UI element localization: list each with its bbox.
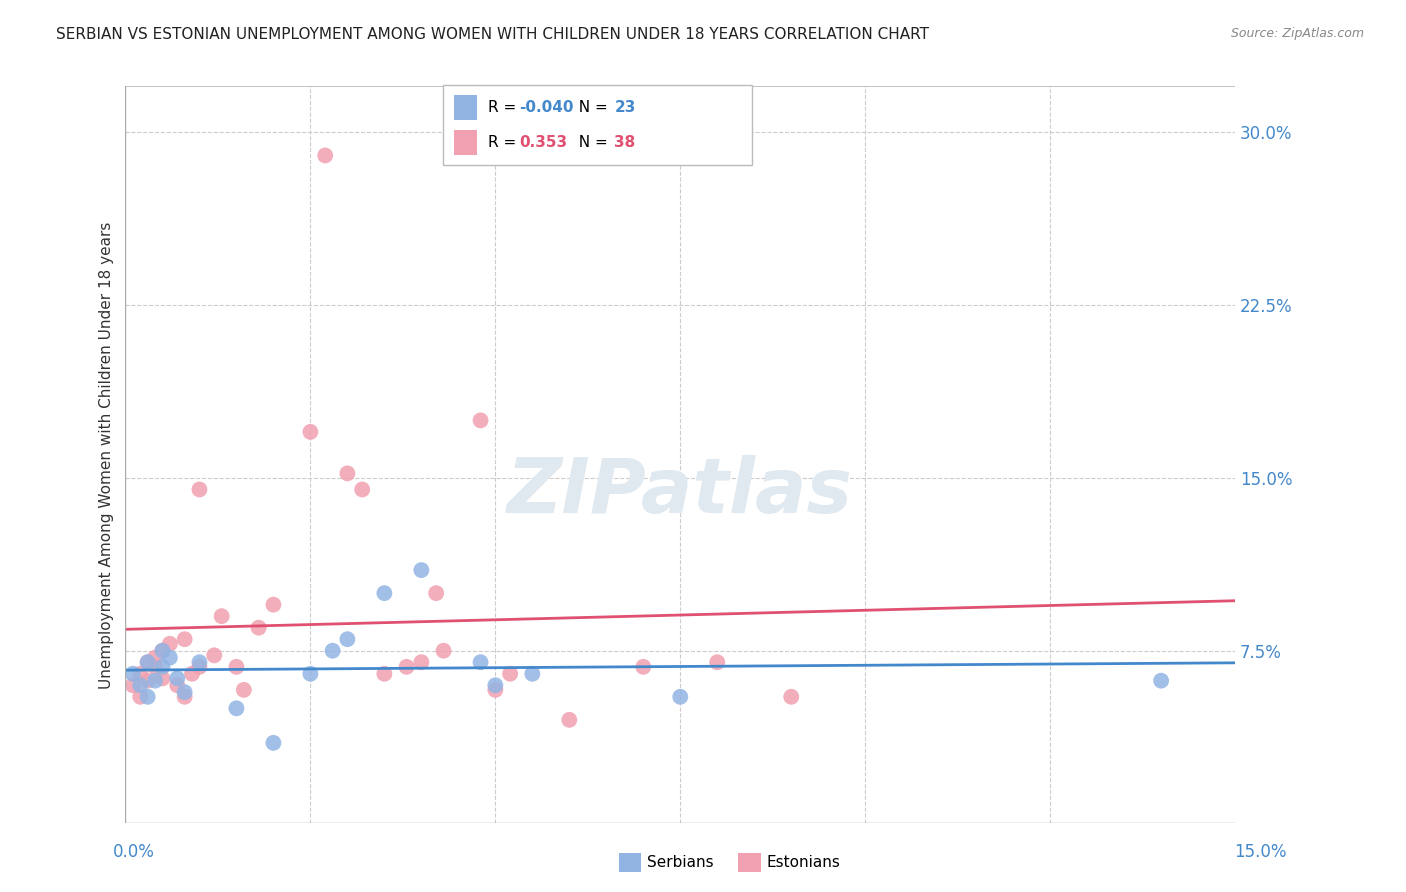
Point [411, 563, 433, 577]
Point [225, 701, 247, 715]
Point [152, 644, 174, 658]
Point [173, 690, 195, 704]
Text: N =: N = [569, 100, 613, 114]
Point [129, 690, 152, 704]
Point [159, 637, 181, 651]
Point [152, 671, 174, 685]
Point [706, 655, 728, 669]
Text: Source: ZipAtlas.com: Source: ZipAtlas.com [1230, 27, 1364, 40]
Point [173, 632, 195, 647]
Text: Serbians: Serbians [647, 855, 713, 870]
Point [143, 660, 166, 674]
Point [262, 736, 284, 750]
Point [122, 666, 145, 681]
Text: 23: 23 [614, 100, 636, 114]
Text: 0.353: 0.353 [519, 136, 567, 150]
Point [181, 666, 204, 681]
Point [499, 666, 522, 681]
Text: R =: R = [488, 100, 522, 114]
Point [122, 678, 145, 692]
Text: N =: N = [569, 136, 613, 150]
Text: ZIPatlas: ZIPatlas [508, 455, 853, 529]
Point [484, 682, 506, 697]
Point [136, 655, 159, 669]
Point [188, 660, 211, 674]
Point [262, 598, 284, 612]
Point [225, 660, 247, 674]
Point [299, 666, 322, 681]
Text: 15.0%: 15.0% [1234, 843, 1286, 861]
Point [143, 650, 166, 665]
Point [352, 483, 374, 497]
Point [522, 666, 544, 681]
Point [232, 682, 254, 697]
Point [188, 483, 211, 497]
Point [166, 671, 188, 685]
Point [470, 413, 492, 427]
Point [202, 648, 225, 663]
Point [143, 673, 166, 688]
Text: SERBIAN VS ESTONIAN UNEMPLOYMENT AMONG WOMEN WITH CHILDREN UNDER 18 YEARS CORREL: SERBIAN VS ESTONIAN UNEMPLOYMENT AMONG W… [56, 27, 929, 42]
Point [211, 609, 233, 624]
Point [129, 666, 152, 681]
Point [411, 655, 433, 669]
Point [152, 644, 174, 658]
Point [558, 713, 581, 727]
Point [780, 690, 803, 704]
Point [166, 678, 188, 692]
Point [136, 655, 159, 669]
Point [669, 690, 692, 704]
Point [129, 678, 152, 692]
Y-axis label: Unemployment Among Women with Children Under 18 years: Unemployment Among Women with Children U… [100, 221, 114, 689]
Point [188, 655, 211, 669]
Point [484, 678, 506, 692]
Point [633, 660, 655, 674]
Point [373, 586, 395, 600]
Point [425, 586, 447, 600]
Point [336, 467, 359, 481]
Point [299, 425, 322, 439]
Point [373, 666, 395, 681]
Text: Estonians: Estonians [766, 855, 841, 870]
Text: 38: 38 [614, 136, 636, 150]
Point [314, 148, 336, 162]
Text: -0.040: -0.040 [519, 100, 574, 114]
Point [136, 690, 159, 704]
Point [432, 644, 454, 658]
Text: 0.0%: 0.0% [112, 843, 155, 861]
Point [395, 660, 418, 674]
Point [1150, 673, 1173, 688]
Point [470, 655, 492, 669]
Point [159, 650, 181, 665]
Text: R =: R = [488, 136, 522, 150]
Point [336, 632, 359, 647]
Point [173, 685, 195, 699]
Point [247, 621, 270, 635]
Point [152, 660, 174, 674]
Point [322, 644, 344, 658]
Point [136, 673, 159, 688]
